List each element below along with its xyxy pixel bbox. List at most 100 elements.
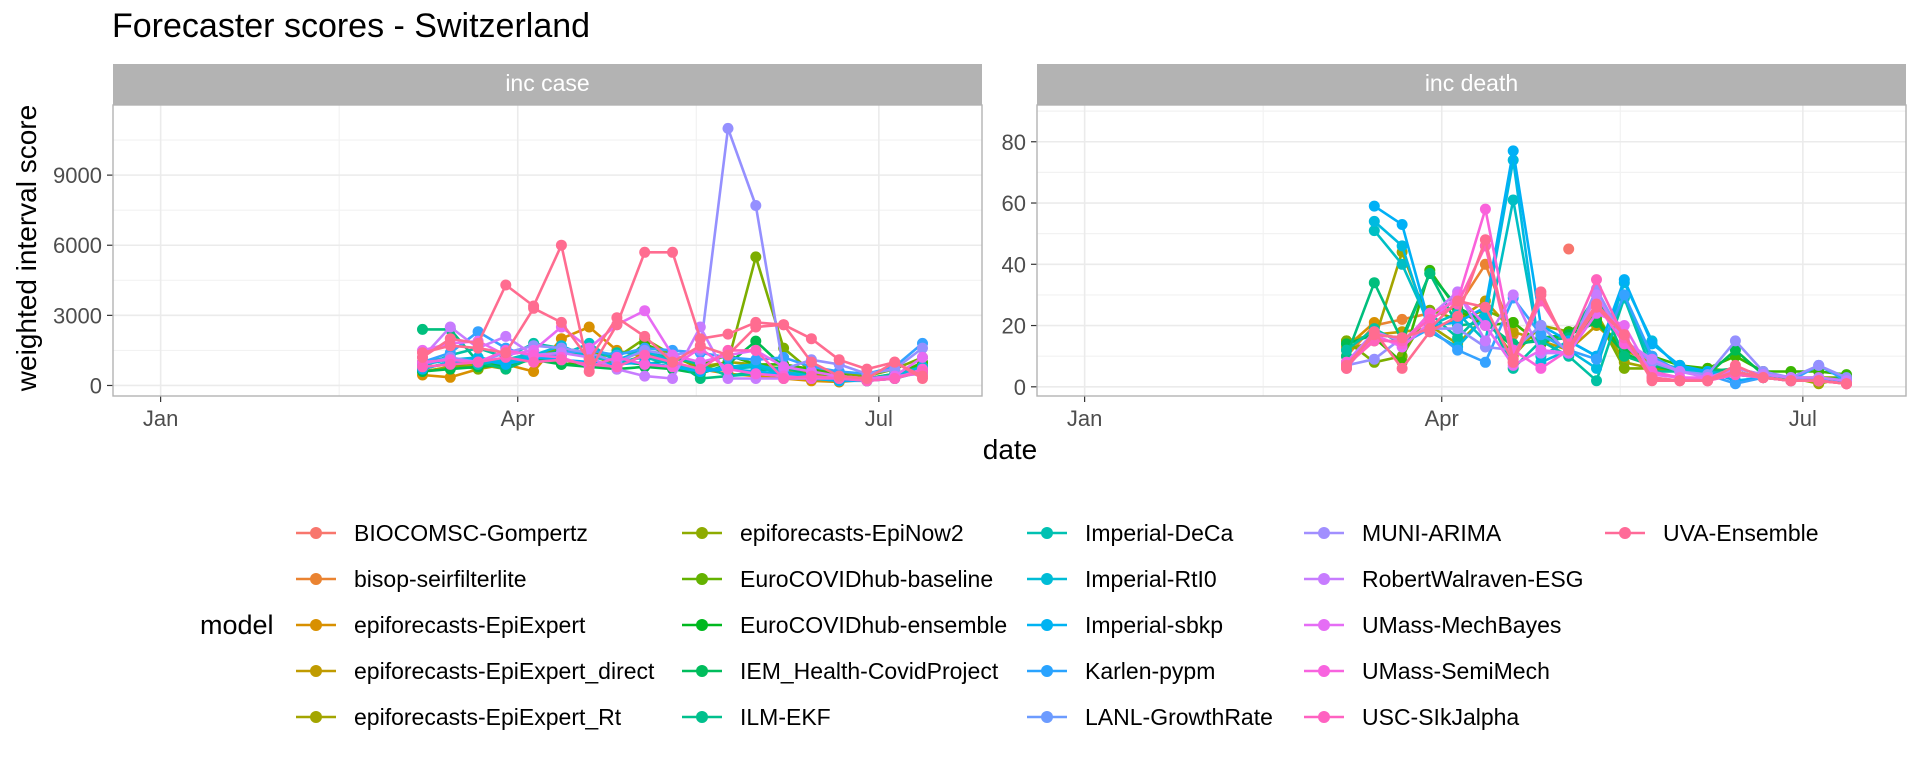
legend-label: RobertWalraven-ESG (1362, 566, 1584, 592)
legend-key-point (310, 619, 322, 631)
legend-key-point (1318, 665, 1330, 677)
legend-label: epiforecasts-EpiNow2 (740, 520, 964, 546)
legend-label: Imperial-sbkp (1085, 612, 1223, 638)
data-point (639, 358, 651, 370)
data-point (750, 335, 762, 347)
data-point (1591, 375, 1602, 387)
legend-item: Imperial-sbkp (1027, 612, 1223, 638)
legend-key-point (1318, 711, 1330, 723)
data-point (1646, 338, 1658, 350)
data-point (805, 370, 817, 382)
data-point (861, 363, 873, 375)
y-tick-label: 9000 (53, 163, 102, 188)
legend-item: epiforecasts-EpiExpert_Rt (296, 704, 622, 730)
data-point (1368, 277, 1380, 289)
data-point (750, 344, 762, 356)
legend-item: IEM_Health-CovidProject (682, 658, 999, 684)
legend-key-point (696, 527, 708, 539)
legend-key-point (1041, 619, 1053, 631)
data-point (1507, 194, 1519, 206)
legend-item: EuroCOVIDhub-ensemble (682, 612, 1007, 638)
data-point (667, 246, 678, 258)
legend-item: MUNI-ARIMA (1304, 520, 1502, 546)
data-point (1785, 375, 1797, 387)
series-line (1373, 158, 1847, 383)
data-point (1618, 350, 1630, 362)
legend-key-point (310, 665, 322, 677)
data-point (500, 347, 512, 359)
data-point (917, 373, 928, 384)
data-point (583, 321, 595, 333)
legend-key-point (1318, 573, 1330, 585)
data-point (1535, 329, 1547, 341)
y-tick-label: 0 (1014, 375, 1026, 400)
data-point (1618, 362, 1630, 374)
data-point (639, 349, 651, 361)
data-point (1396, 313, 1408, 325)
data-point (1591, 301, 1602, 313)
data-point (1424, 268, 1436, 279)
legend-key-point (696, 619, 708, 631)
legend-label: UMass-MechBayes (1362, 612, 1561, 638)
x-tick-label: Jul (1789, 406, 1817, 431)
legend-item: epiforecasts-EpiNow2 (682, 520, 964, 546)
legend-key-point (1318, 619, 1330, 631)
data-point (1396, 240, 1408, 252)
data-point (1479, 234, 1491, 246)
data-point (611, 361, 623, 373)
legend-title: model (200, 610, 274, 640)
data-point (1591, 353, 1602, 365)
data-point (750, 368, 762, 380)
data-point (1646, 353, 1658, 365)
data-point (889, 373, 901, 384)
x-tick-label: Jan (1067, 406, 1102, 431)
legend-key-point (310, 527, 322, 539)
legend-item: RobertWalraven-ESG (1304, 566, 1584, 592)
data-point (639, 330, 651, 342)
data-point (778, 319, 790, 331)
data-point (1479, 356, 1491, 368)
data-point (472, 342, 484, 354)
data-point (1424, 323, 1436, 335)
data-point (1591, 274, 1602, 286)
data-point (1396, 362, 1408, 374)
data-point (750, 251, 762, 263)
data-point (611, 312, 623, 324)
legend-label: UVA-Ensemble (1663, 520, 1819, 546)
data-point (417, 347, 428, 359)
data-point (1479, 335, 1491, 347)
legend-label: Imperial-RtI0 (1085, 566, 1217, 592)
panel-border (112, 104, 983, 397)
data-point (722, 373, 734, 384)
legend-item: LANL-GrowthRate (1027, 704, 1273, 730)
data-point (1507, 289, 1519, 301)
data-point (1368, 329, 1380, 341)
data-point (1535, 286, 1547, 298)
legend-label: epiforecasts-EpiExpert_direct (354, 658, 655, 684)
data-point (667, 373, 678, 384)
legend-label: BIOCOMSC-Gompertz (354, 520, 588, 546)
data-point (1729, 378, 1741, 390)
legend-item: ILM-EKF (682, 704, 831, 730)
data-point (750, 200, 762, 211)
data-point (917, 351, 928, 363)
data-point (1702, 375, 1714, 387)
legend-label: USC-SIkJalpha (1362, 704, 1519, 730)
data-point (1563, 344, 1575, 356)
data-point (750, 321, 762, 333)
legend-key-point (1041, 665, 1053, 677)
legend: model BIOCOMSC-Gompertz bisop-seirfilterl… (200, 520, 1819, 730)
data-point (1479, 320, 1491, 331)
legend-key-point (1041, 527, 1053, 539)
data-point (1729, 335, 1741, 347)
y-tick-label: 80 (1002, 130, 1026, 155)
data-point (583, 354, 595, 366)
data-point (1424, 313, 1436, 325)
panel-inc-death: inc death 0 20 40 60 80 Jan Apr Jul (1002, 64, 1907, 431)
legend-label: UMass-SemiMech (1362, 658, 1550, 684)
series-line (1373, 149, 1847, 383)
data-point (639, 246, 651, 258)
data-point (1479, 301, 1491, 313)
legend-label: MUNI-ARIMA (1362, 520, 1502, 546)
